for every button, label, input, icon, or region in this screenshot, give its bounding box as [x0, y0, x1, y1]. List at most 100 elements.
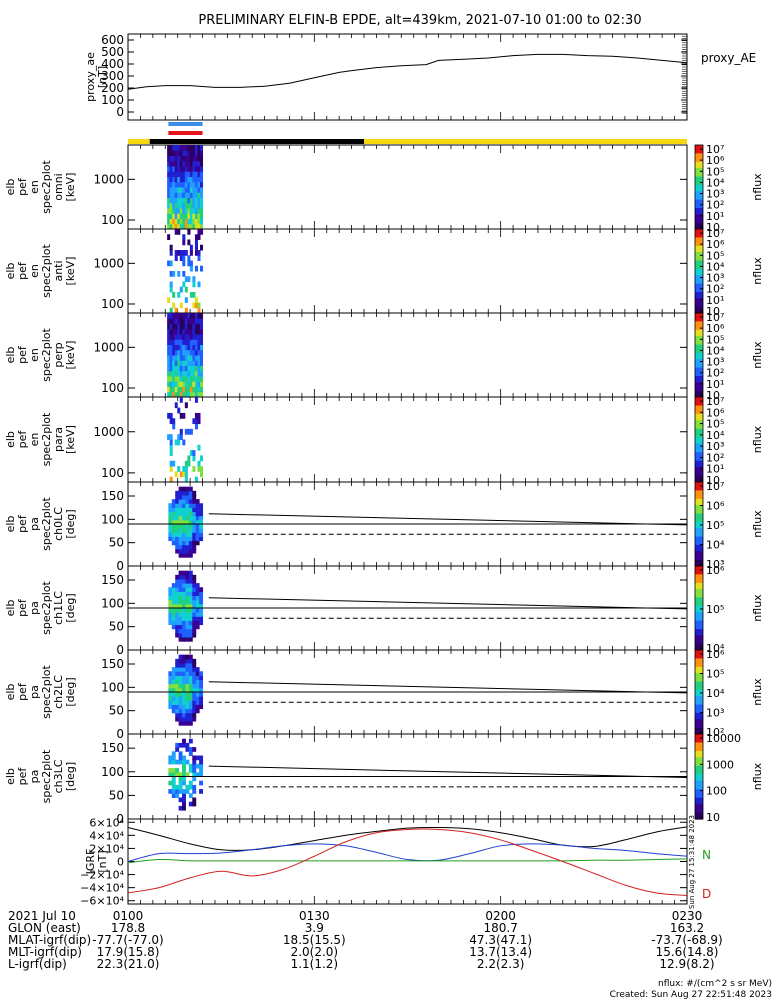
- spectrogram-cell: [169, 460, 173, 467]
- spectrogram-cell: [177, 466, 181, 472]
- colorbar-segment: [695, 710, 703, 714]
- spectrogram-cell: [172, 381, 176, 387]
- spectrogram-cell: [182, 439, 186, 446]
- pitch-angle-cell: [195, 687, 200, 693]
- colorbar-tick-label: 10⁶: [706, 500, 725, 513]
- spectrogram-cell: [182, 239, 186, 246]
- pitch-angle-cell: [192, 499, 197, 504]
- spectrogram-cell: [179, 360, 183, 366]
- colorbar-segment: [695, 555, 703, 559]
- spectrogram-cell: [182, 223, 186, 230]
- spectrogram-cell: [184, 344, 188, 351]
- spectrogram-cell: [192, 166, 196, 172]
- spectrogram-cell: [192, 334, 196, 340]
- pitch-angle-cell: [178, 574, 183, 580]
- colorbar-segment: [695, 782, 703, 786]
- spectrogram-cell: [192, 171, 196, 177]
- x-table-value: -77.7(-77.0): [92, 933, 163, 947]
- spectrogram-cell: [172, 360, 176, 366]
- spectrogram-cell: [182, 208, 186, 214]
- colorbar-segment: [695, 216, 703, 220]
- colorbar-segment: [695, 477, 703, 481]
- spectrogram-cell: [192, 386, 196, 393]
- colorbar-tick-label: 10⁶: [706, 406, 725, 419]
- pitch-angle-cell: [171, 675, 176, 681]
- y-axis-label: elb: [4, 684, 17, 701]
- spectrogram-cell: [179, 434, 183, 440]
- spectrogram-cell: [179, 208, 183, 214]
- pitch-angle-cell: [182, 742, 186, 748]
- spectrogram-cell: [189, 145, 193, 151]
- pitch-angle-cell: [188, 632, 193, 638]
- spectrogram-cell: [192, 218, 196, 225]
- pitch-angle-cell: [175, 696, 180, 701]
- pitch-angle-cell: [182, 536, 186, 542]
- pitch-angle-cell: [192, 628, 197, 634]
- spectrogram-cell: [197, 218, 201, 225]
- colorbar-segment: [695, 184, 703, 188]
- colorbar-segment: [695, 357, 703, 360]
- colorbar-segment: [695, 799, 703, 803]
- colorbar-tick-label: 10³: [706, 707, 724, 720]
- pitch-angle-cell: [185, 620, 190, 626]
- pitch-angle-cell: [182, 797, 186, 803]
- pitch-angle-cell: [192, 583, 197, 588]
- spectrogram-cell: [189, 450, 193, 456]
- colorbar-segment: [695, 340, 703, 343]
- pitch-angle-cell: [188, 768, 193, 773]
- spectrogram-cell: [169, 370, 173, 377]
- pitch-angle-cell: [185, 532, 190, 537]
- pitch-angle-cell: [185, 519, 190, 525]
- spectrogram-cell: [187, 229, 191, 235]
- spectrogram-cell: [167, 391, 171, 398]
- spectrogram-cell: [179, 150, 183, 156]
- spectrogram-cell: [194, 208, 198, 214]
- spectrogram-cell: [189, 160, 193, 167]
- spectrogram-cell: [184, 250, 188, 256]
- pitch-angle-cell: [182, 637, 186, 642]
- spectrogram-cell: [192, 160, 196, 167]
- colorbar-segment: [695, 660, 703, 664]
- pitch-angle-cell: [178, 524, 183, 529]
- spectrogram-cell: [177, 349, 181, 356]
- pitch-angle-cell: [188, 616, 193, 621]
- pitch-angle-cell: [178, 742, 183, 748]
- spectrogram-cell: [179, 313, 183, 319]
- science-zone-bar-red: [168, 131, 203, 135]
- spectrogram-cell: [179, 471, 183, 478]
- pitch-angle-cell: [188, 570, 193, 576]
- pitch-angle-cell: [195, 503, 200, 508]
- y-tick-label: 100: [101, 680, 124, 694]
- colorbar-label: nflux: [751, 678, 764, 706]
- spectrogram-cell: [187, 260, 191, 267]
- colorbar-segment: [695, 201, 703, 205]
- pitch-angle-cell: [192, 587, 197, 592]
- spectrogram-cell: [187, 355, 191, 361]
- pitch-angle-cell: [168, 608, 173, 613]
- y-axis-label: para: [52, 427, 65, 452]
- spectrogram-cell: [174, 250, 178, 256]
- spectrogram-cell: [177, 171, 181, 177]
- pitch-angle-cell: [168, 515, 173, 521]
- colorbar-label: nflux: [751, 173, 764, 201]
- spectrogram-cell: [177, 229, 181, 235]
- colorbar-tick-label: 10⁴: [706, 539, 725, 552]
- pitch-angle-cell: [178, 632, 183, 638]
- colorbar-tick-label: 10¹: [706, 463, 724, 476]
- spectrogram-cell: [182, 218, 186, 225]
- colorbar-segment: [695, 574, 703, 578]
- spectrogram-cell: [169, 318, 173, 324]
- spectrogram-cell: [177, 213, 181, 219]
- colorbar-segment: [695, 658, 703, 662]
- spectrogram-cell: [177, 187, 181, 193]
- pitch-angle-cell: [192, 683, 197, 689]
- spectrogram-cell: [200, 344, 204, 351]
- spectrogram-cell: [194, 171, 198, 177]
- pitch-angle-cell: [182, 679, 186, 685]
- colorbar-segment: [695, 804, 703, 807]
- spectrogram-cell: [192, 281, 196, 288]
- colorbar-segment: [695, 298, 703, 301]
- spectrogram-cell: [197, 323, 201, 330]
- pitch-angle-cell: [185, 578, 190, 584]
- spectrogram-cell: [169, 365, 173, 372]
